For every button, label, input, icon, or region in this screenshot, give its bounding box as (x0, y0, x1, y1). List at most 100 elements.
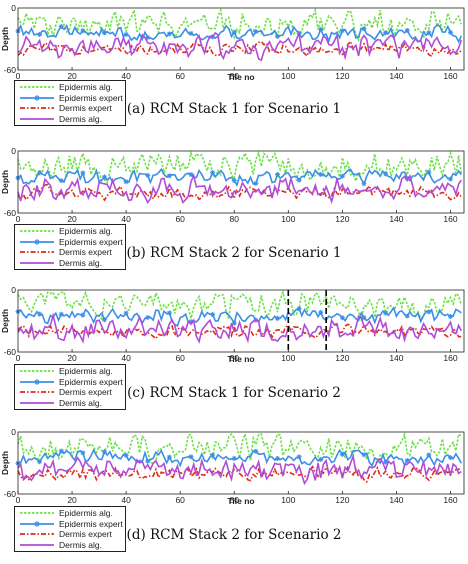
legend-label: Dermis alg. (59, 113, 102, 124)
legend-swatch (20, 512, 54, 515)
series-point-marker (339, 173, 345, 179)
x-tick-label: 160 (443, 353, 457, 363)
series-point-marker (145, 314, 151, 320)
legend-swatch (20, 230, 54, 233)
series-point-marker (123, 310, 129, 316)
series-line-dermis-expert (17, 183, 462, 202)
x-tick-label: 100 (281, 495, 295, 505)
legend-entry: Epidermis alg. (18, 508, 122, 519)
y-axis-label: Depth (0, 451, 10, 475)
legend-label: Epidermis alg. (59, 508, 113, 519)
series-point-marker (166, 31, 172, 37)
series-point-marker (361, 26, 367, 32)
series-point-marker (231, 320, 237, 326)
y-tick-label: -60 (4, 65, 17, 75)
x-tick-label: 80 (230, 214, 240, 224)
series-point-marker (101, 30, 107, 36)
x-tick-label: 60 (175, 71, 185, 81)
series-point-marker (37, 170, 43, 176)
x-tick-label: 120 (335, 353, 349, 363)
series-point-marker (426, 169, 432, 175)
y-tick-label: -60 (4, 208, 17, 218)
series-line-dermis-alg (17, 312, 463, 344)
series-point-marker (383, 30, 389, 36)
chart-panel-2: 0 20 40 60 80 100 120 140 160 0 -60 Depth Epidermis … (0, 143, 468, 283)
x-tick-label: 0 (16, 495, 21, 505)
series-point-marker (166, 454, 172, 460)
series-point-marker (296, 454, 302, 460)
legend: Epidermis alg. Epidermis expert Dermis exp… (14, 224, 126, 270)
y-axis-label: Depth (0, 170, 10, 194)
legend-label: Dermis alg. (59, 397, 102, 408)
legend-label: Dermis expert (59, 387, 112, 398)
series-line-dermis-alg (17, 30, 463, 62)
y-tick-label: -60 (4, 489, 17, 499)
x-tick-label: 100 (281, 214, 295, 224)
series-point-marker (231, 29, 237, 35)
x-tick-label: 40 (121, 495, 131, 505)
x-tick-label: 80 (230, 495, 240, 505)
legend-entry: Epidermis alg. (18, 366, 122, 377)
legend-swatch (20, 94, 54, 101)
y-tick-label: -60 (4, 347, 17, 357)
series-point-marker (361, 452, 367, 458)
series-point-marker (210, 170, 216, 176)
x-tick-label: 20 (67, 495, 77, 505)
series-line-epidermis-alg (17, 6, 463, 43)
legend-entry: Dermis alg. (18, 398, 122, 409)
x-tick-label: 0 (16, 71, 21, 81)
y-axis-label: Depth (0, 27, 10, 51)
series-point-marker (58, 311, 64, 317)
series-point-marker (404, 27, 410, 33)
series-point-marker (253, 180, 259, 186)
legend-entry: Dermis alg. (18, 114, 122, 125)
legend-entry: Epidermis expert (18, 519, 123, 530)
legend-swatch (20, 401, 54, 404)
series-point-marker (145, 172, 151, 178)
series-point-marker (426, 30, 432, 36)
series-line-epidermis-alg (17, 289, 463, 322)
x-tick-label: 120 (335, 495, 349, 505)
series-point-marker (361, 181, 367, 187)
series-line-epidermis-expert (17, 23, 463, 44)
x-tick-label: 40 (121, 71, 131, 81)
series-point-marker (318, 456, 324, 462)
series-point-marker (253, 448, 259, 454)
series-point-marker (339, 451, 345, 457)
series-line-epidermis-alg (17, 431, 462, 466)
series-point-marker (318, 171, 324, 177)
x-tick-label: 120 (335, 71, 349, 81)
series-line-dermis-expert (17, 323, 462, 340)
series-line-dermis-expert (17, 465, 462, 484)
chart-panel-3: 0 20 40 60 80 100 120 140 160 0 -60 Depth Tile no Epi… (0, 282, 468, 422)
x-tick-label: 160 (443, 71, 457, 81)
series-point-marker (383, 171, 389, 177)
legend-swatch (20, 533, 54, 536)
legend-entry: Epidermis alg. (18, 226, 122, 237)
legend-label: Epidermis alg. (59, 82, 113, 93)
figure-caption: (a) RCM Stack 1 for Scenario 1 (126, 101, 342, 117)
series-point-marker (339, 28, 345, 34)
chart-panel-1: 0 20 40 60 80 100 120 140 160 0 -60 Depth Tile no Epi… (0, 0, 468, 140)
series-point-marker (145, 34, 151, 40)
series-point-marker (166, 173, 172, 179)
series-point-marker (188, 454, 194, 460)
series-point-marker (231, 178, 237, 184)
x-tick-label: 100 (281, 71, 295, 81)
series-point-marker (80, 28, 86, 34)
legend-entry: Epidermis expert (18, 237, 123, 248)
series-point-marker (58, 23, 64, 29)
x-tick-label: 20 (67, 353, 77, 363)
x-tick-label: 60 (175, 495, 185, 505)
x-axis-label: Tile no (227, 72, 254, 82)
legend: Epidermis alg. Epidermis expert Dermis exp… (14, 506, 126, 552)
series-point-marker (339, 315, 345, 321)
series-point-marker (145, 458, 151, 464)
series-point-marker (426, 309, 432, 315)
series-point-marker (80, 450, 86, 456)
legend-entry: Epidermis alg. (18, 82, 122, 93)
x-tick-label: 40 (121, 214, 131, 224)
